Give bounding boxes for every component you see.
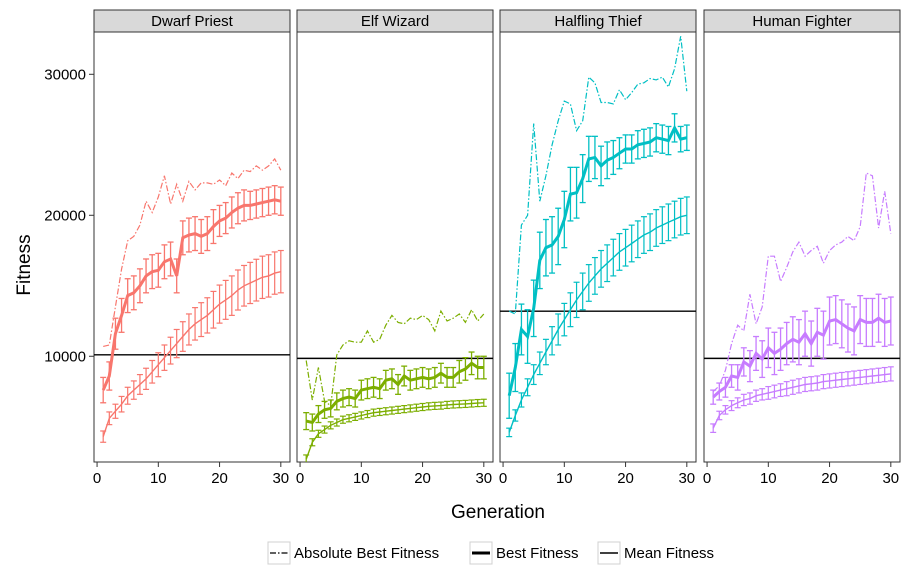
panel-0: Dwarf Priest (93, 9, 291, 463)
panel-3: Human Fighter (703, 9, 901, 463)
x-tick-label: 20 (414, 470, 431, 487)
legend-label: Best Fitness (496, 545, 579, 562)
legend: Absolute Best Fitness Best Fitness Mean Fi… (267, 541, 714, 565)
mean-fitness-line (305, 402, 484, 460)
best-fitness-line (101, 198, 282, 391)
panel-data (297, 308, 493, 462)
x-tick-label: 0 (296, 470, 304, 487)
mean-fitness-errorbars (100, 249, 284, 443)
panel-plot-area (296, 31, 494, 463)
x-tick-label: 30 (678, 470, 695, 487)
panel-2: Halfling Thief (499, 9, 697, 463)
panel-data (500, 36, 696, 438)
x-tick-label: 20 (821, 470, 838, 487)
x-tick-label: 30 (272, 470, 289, 487)
legend-entry: Mean Fitness (597, 541, 714, 565)
x-tick-label: 20 (617, 470, 634, 487)
panel-plot-area (93, 31, 291, 463)
absolute-best-fitness-line (103, 157, 282, 347)
panel-plot-area (499, 31, 697, 463)
x-tick-label: 10 (353, 470, 370, 487)
panel-strip-label: Dwarf Priest (151, 13, 234, 30)
panel-data (94, 157, 290, 443)
x-tick-label: 30 (475, 470, 492, 487)
x-tick-label: 0 (93, 470, 101, 487)
legend-entry: Best Fitness (469, 541, 579, 565)
absolute-best-fitness-line (305, 308, 485, 407)
mean-fitness-line (712, 373, 891, 429)
y-tick-label: 30000 (44, 66, 86, 83)
panel-strip-label: Halfling Thief (554, 13, 642, 30)
panel-1: Elf Wizard (296, 9, 494, 463)
best-fitness-line (712, 316, 892, 399)
mean-fitness-line (508, 214, 687, 433)
y-axis: 10000 20000 30000 (44, 66, 94, 365)
absolute-best-fitness-line (508, 36, 688, 315)
x-tick-label: 30 (882, 470, 899, 487)
panel-plot-area (703, 31, 901, 463)
panel-data (704, 172, 900, 433)
panel-strip-label: Human Fighter (752, 13, 851, 30)
y-tick-label: 10000 (44, 348, 86, 365)
best-fitness-line (305, 361, 484, 425)
x-tick-label: 10 (150, 470, 167, 487)
panel-strip-label: Elf Wizard (361, 13, 429, 30)
legend-label: Mean Fitness (624, 545, 714, 562)
x-axis: 0 10 20 30 0 10 20 30 0 10 20 30 0 10 20 30 (93, 462, 899, 487)
legend-label: Absolute Best Fitness (294, 545, 439, 562)
x-tick-label: 10 (760, 470, 777, 487)
x-tick-label: 20 (211, 470, 228, 487)
mean-fitness-line (102, 271, 281, 437)
panels-layer: Dwarf Priest Elf Wizard Halfling Thief Huma… (93, 9, 901, 463)
best-fitness-line (507, 124, 688, 397)
legend-entry: Absolute Best Fitness (267, 541, 439, 565)
absolute-best-fitness-line (712, 172, 892, 392)
x-tick-label: 0 (499, 470, 507, 487)
x-tick-label: 0 (703, 470, 711, 487)
x-axis-title: Generation (451, 502, 545, 523)
x-tick-label: 10 (556, 470, 573, 487)
y-axis-title: Fitness (14, 234, 35, 295)
y-tick-label: 20000 (44, 207, 86, 224)
